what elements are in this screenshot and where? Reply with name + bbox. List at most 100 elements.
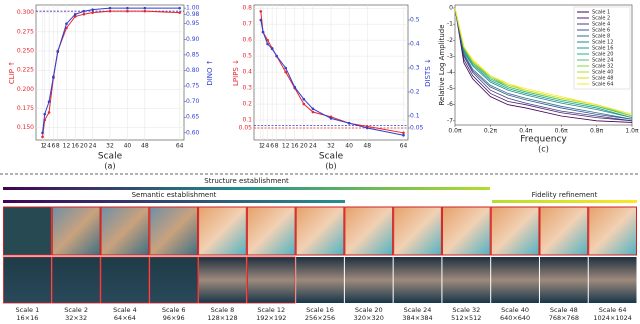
point — [108, 6, 112, 10]
y2-tick-label: 0.85 — [186, 51, 200, 58]
y2-tick-label: 0.80 — [186, 67, 200, 74]
x-tick-label: 24 — [89, 143, 97, 150]
image-bottom — [3, 256, 52, 304]
plot-frame — [454, 4, 633, 126]
y-tick-label: 0 — [449, 5, 453, 12]
y2-tick-label: 0.90 — [186, 36, 200, 43]
scale-label: Scale 16 — [306, 306, 334, 314]
image-bottom — [100, 256, 150, 304]
scale-label: Scale 24 — [404, 306, 432, 314]
y-tick-label: -4 — [447, 69, 453, 76]
y2-tick-label: 0.1 — [410, 113, 420, 120]
point — [126, 9, 129, 13]
x-tick-label: 1 — [41, 143, 45, 150]
image-top — [51, 206, 101, 256]
legend-label: Scale 2 — [592, 16, 610, 22]
point — [284, 70, 288, 74]
y2-tick-label: 1.00 — [186, 5, 200, 12]
point — [108, 9, 112, 13]
point — [41, 135, 44, 139]
x-axis-label: Scale — [319, 152, 344, 162]
y-tick-label: 0.175 — [17, 105, 34, 112]
y-tick-label: -7 — [447, 117, 453, 124]
scale-label: Scale 8 — [211, 306, 235, 314]
scale-size: 32×32 — [65, 314, 87, 322]
series-line — [454, 7, 633, 120]
image-top — [588, 206, 638, 256]
image-top — [149, 206, 199, 256]
x-tick-label: 32 — [327, 143, 335, 150]
point — [47, 111, 51, 114]
x-tick-label: 8 — [275, 143, 279, 150]
y-tick-label: 0.275 — [17, 28, 34, 35]
x-tick-label: 0.2π — [484, 128, 498, 135]
point — [311, 107, 315, 111]
x-tick-label: 2 — [43, 143, 47, 150]
series-line — [454, 7, 633, 115]
point — [178, 6, 181, 10]
y-axis-label: LPIPS ↓ — [232, 59, 240, 86]
y-tick-label: 0.5 — [242, 53, 252, 60]
scale-size: 16×16 — [16, 314, 38, 322]
scale-label: Scale 4 — [113, 306, 137, 314]
image-bottom — [149, 256, 198, 304]
point — [402, 131, 405, 135]
x-axis-label: Scale — [98, 152, 123, 162]
point — [365, 126, 369, 130]
y-tick-label: -2 — [447, 37, 453, 44]
scale-size: 320×320 — [354, 314, 384, 322]
scale-label: Scale 40 — [501, 306, 529, 314]
scale-label: Scale 20 — [355, 306, 383, 314]
x-tick-label: 48 — [363, 143, 371, 150]
legend-label: Scale 1 — [592, 10, 610, 16]
point — [311, 110, 315, 114]
image-top — [441, 206, 491, 256]
x-axis-label: Frequency — [520, 135, 567, 145]
point — [43, 112, 47, 116]
series-line — [454, 7, 633, 117]
image-bottom — [588, 257, 637, 303]
point — [302, 102, 306, 106]
image-top — [246, 206, 296, 256]
image-bottom — [296, 257, 344, 303]
legend-label: Scale 48 — [592, 76, 613, 82]
point — [47, 100, 51, 103]
series-line — [42, 7, 180, 133]
y-tick-label: 0.1 — [242, 117, 252, 124]
legend-label: Scale 12 — [592, 40, 613, 46]
scale-label: Scale 12 — [257, 306, 285, 314]
point — [82, 12, 86, 16]
point — [73, 15, 77, 18]
x-tick-label: 4 — [266, 143, 270, 150]
point — [270, 47, 274, 51]
scale-size: 640×640 — [500, 314, 530, 322]
point — [143, 9, 147, 13]
legend-label: Scale 8 — [592, 34, 610, 40]
x-tick-label: 8 — [56, 143, 60, 150]
x-tick-label: 1 — [259, 143, 263, 150]
y-tick-label: -1 — [447, 21, 453, 28]
x-tick-label: 6 — [270, 143, 274, 150]
y-tick-label: -5 — [447, 85, 453, 92]
scale-label: Scale 6 — [162, 306, 186, 314]
point — [73, 13, 77, 16]
y-tick-label: 0.225 — [17, 67, 34, 74]
series-line — [454, 7, 633, 122]
y-tick-label: 0.3 — [242, 85, 252, 92]
legend-label: Scale 40 — [592, 70, 613, 76]
scale-size: 512×512 — [451, 314, 481, 322]
y2-tick-label: 0.75 — [186, 83, 200, 90]
x-tick-label: 2 — [261, 143, 265, 150]
x-tick-label: 20 — [80, 143, 88, 150]
y2-tick-label: 0.70 — [186, 98, 200, 105]
x-tick-label: 4 — [47, 143, 51, 150]
y-tick-label: 0.150 — [17, 124, 34, 131]
scale-size: 1024×1024 — [593, 314, 632, 322]
stage-bar — [3, 200, 345, 203]
y-axis-label: Relative Log Amplitude — [438, 24, 446, 105]
scale-label: Scale 1 — [16, 306, 40, 314]
caption: (c) — [538, 145, 549, 154]
y2-tick-label: 0.2 — [410, 89, 420, 96]
point — [266, 38, 269, 42]
